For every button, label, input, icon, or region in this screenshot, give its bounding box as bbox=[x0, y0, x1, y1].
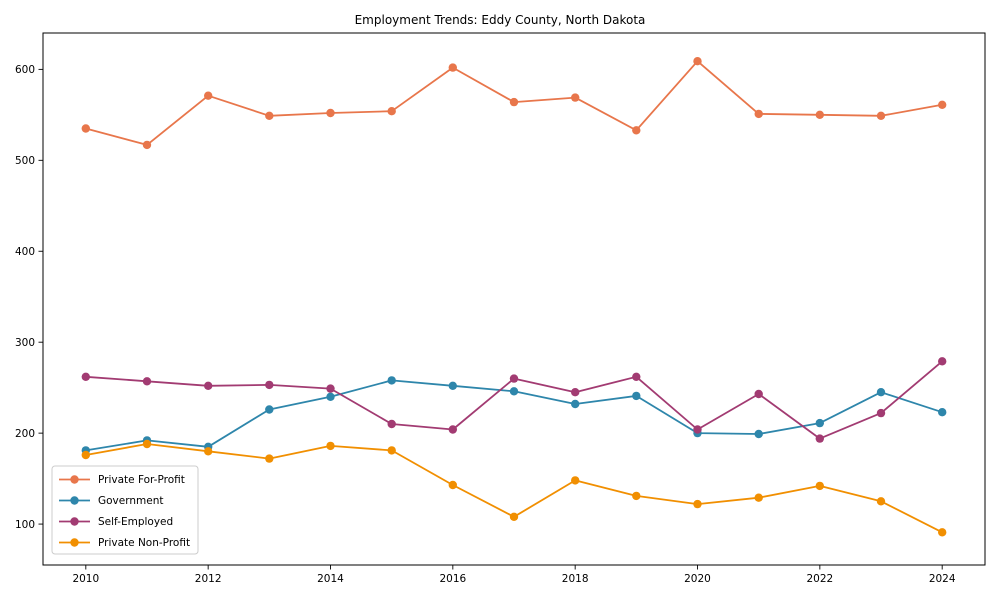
series-marker bbox=[693, 425, 702, 434]
series-marker bbox=[754, 389, 763, 399]
series-marker bbox=[815, 418, 824, 428]
series-marker bbox=[509, 512, 519, 521]
series-marker bbox=[754, 493, 763, 502]
series-marker bbox=[387, 376, 396, 385]
series-marker bbox=[876, 388, 886, 397]
series-marker bbox=[265, 111, 274, 121]
series-marker bbox=[754, 429, 763, 439]
series-marker bbox=[204, 447, 213, 456]
x-tick-label: 2024 bbox=[929, 573, 956, 585]
series-marker bbox=[815, 110, 824, 120]
series-marker bbox=[938, 357, 947, 366]
series-marker bbox=[815, 481, 824, 491]
series-marker bbox=[81, 372, 91, 381]
legend-label: Government bbox=[98, 495, 163, 507]
series-marker bbox=[632, 391, 641, 401]
series-marker bbox=[693, 57, 702, 66]
series-marker bbox=[509, 387, 519, 396]
series-marker bbox=[387, 107, 396, 116]
series-marker bbox=[326, 392, 335, 401]
chart-title: Employment Trends: Eddy County, North Da… bbox=[354, 13, 646, 27]
series-marker bbox=[571, 476, 580, 485]
series-marker bbox=[693, 499, 702, 509]
plot-frame bbox=[42, 32, 986, 566]
series-marker bbox=[81, 124, 91, 133]
series-marker bbox=[142, 140, 152, 150]
series-marker bbox=[938, 408, 947, 417]
series-marker bbox=[509, 374, 519, 383]
series-marker bbox=[938, 528, 947, 537]
series-marker bbox=[448, 425, 457, 434]
series-marker bbox=[204, 91, 213, 100]
series-marker bbox=[571, 93, 580, 102]
series-marker bbox=[938, 100, 947, 110]
y-tick-label: 500 bbox=[15, 155, 35, 167]
series-marker bbox=[265, 380, 274, 390]
x-tick-label: 2010 bbox=[72, 573, 99, 585]
x-tick-label: 2012 bbox=[195, 573, 222, 585]
legend-box bbox=[51, 465, 199, 555]
y-tick-label: 600 bbox=[15, 64, 35, 76]
legend-marker bbox=[70, 496, 79, 505]
series-marker bbox=[448, 480, 457, 490]
series-marker bbox=[876, 111, 886, 121]
x-tick-label: 2016 bbox=[439, 573, 466, 585]
series-marker bbox=[265, 454, 274, 463]
legend-label: Private For-Profit bbox=[98, 474, 185, 486]
legend-marker bbox=[70, 538, 79, 547]
series-marker bbox=[142, 377, 152, 386]
series-marker bbox=[632, 372, 641, 381]
y-tick-label: 300 bbox=[15, 337, 35, 349]
legend-marker bbox=[70, 475, 79, 484]
x-tick-label: 2014 bbox=[317, 573, 344, 585]
series-marker bbox=[81, 450, 91, 460]
series-marker bbox=[754, 109, 763, 119]
series-marker bbox=[387, 446, 396, 455]
series-marker bbox=[326, 441, 335, 451]
series-marker bbox=[387, 419, 396, 429]
y-tick-label: 100 bbox=[15, 519, 35, 531]
series-marker bbox=[204, 381, 213, 390]
series-marker bbox=[632, 491, 641, 501]
series-marker bbox=[632, 126, 641, 135]
series-marker bbox=[815, 434, 824, 443]
x-tick-label: 2022 bbox=[806, 573, 833, 585]
series-marker bbox=[509, 97, 519, 107]
x-tick-label: 2020 bbox=[684, 573, 711, 585]
legend-marker bbox=[70, 517, 79, 526]
series-marker bbox=[571, 388, 580, 397]
series-marker bbox=[448, 381, 457, 390]
legend-label: Self-Employed bbox=[98, 516, 173, 528]
series-marker bbox=[448, 63, 457, 72]
y-tick-label: 200 bbox=[15, 428, 35, 440]
y-tick-label: 400 bbox=[15, 246, 35, 258]
series-marker bbox=[571, 399, 580, 409]
series-marker bbox=[326, 384, 335, 393]
series-marker bbox=[326, 108, 335, 118]
series-marker bbox=[142, 439, 152, 449]
series-marker bbox=[876, 408, 886, 418]
legend-label: Private Non-Profit bbox=[98, 537, 190, 549]
x-tick-label: 2018 bbox=[562, 573, 589, 585]
series-marker bbox=[876, 497, 886, 506]
series-marker bbox=[265, 405, 274, 414]
